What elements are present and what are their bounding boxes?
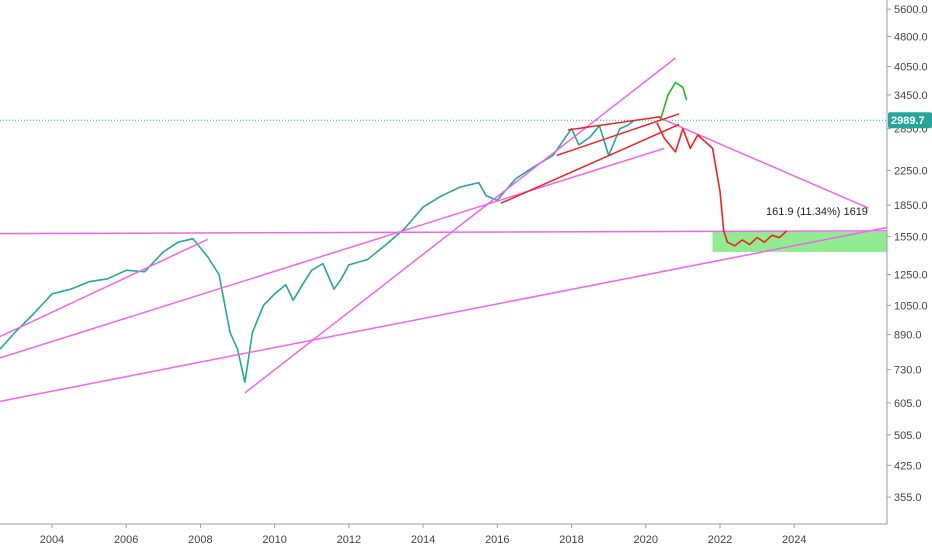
- y-tick-label: 5600.0: [894, 4, 928, 16]
- x-tick-label: 2010: [262, 534, 286, 546]
- y-tick-label: 4800.0: [894, 31, 928, 43]
- measure-annotation: 161.9 (11.34%) 1619: [766, 206, 868, 218]
- axes: [0, 0, 888, 525]
- annotation-layer: 161.9 (11.34%) 1619: [766, 206, 868, 218]
- trendline: [0, 226, 888, 403]
- trendline-layer: [0, 57, 888, 403]
- y-tick-label: 425.0: [894, 460, 922, 472]
- y-tick-label: 605.0: [894, 398, 922, 410]
- y-tick-label: 2250.0: [894, 166, 928, 178]
- support-zone: [712, 231, 887, 252]
- y-tick-label: 1850.0: [894, 200, 928, 212]
- y-tick-label: 730.0: [894, 365, 922, 377]
- y-axis-ticks: 5600.04800.04050.03450.02850.02250.01850…: [887, 4, 928, 504]
- y-tick-label: 355.0: [894, 492, 922, 504]
- trendline: [0, 147, 665, 359]
- price-series-layer: [0, 119, 636, 384]
- x-tick-label: 2004: [40, 534, 64, 546]
- y-tick-label: 4050.0: [894, 62, 928, 74]
- projection-path: [659, 81, 688, 120]
- projection-path: [656, 122, 788, 247]
- x-tick-label: 2012: [337, 534, 361, 546]
- x-tick-label: 2006: [114, 534, 138, 546]
- trendline: [0, 238, 209, 338]
- x-tick-label: 2024: [782, 534, 806, 546]
- x-tick-label: 2018: [559, 534, 583, 546]
- y-tick-label: 3450.0: [894, 90, 928, 102]
- y-tick-label: 1250.0: [894, 269, 928, 281]
- trendline: [567, 115, 661, 131]
- trendline: [0, 230, 888, 235]
- x-axis-ticks: 2004 2006 2008 2010 2012 2014 2016 2018 2020 2022…: [40, 524, 806, 546]
- current-price-badge: [888, 112, 932, 129]
- current-price-label: 2989.7: [888, 112, 932, 129]
- x-tick-label: 2020: [634, 534, 658, 546]
- y-tick-label: 1050.0: [894, 300, 928, 312]
- x-tick-label: 2022: [708, 534, 732, 546]
- y-tick-label: 505.0: [894, 430, 922, 442]
- trendline: [656, 116, 869, 209]
- y-tick-label: 890.0: [894, 330, 922, 342]
- support-zone-layer: [712, 231, 887, 252]
- trendline: [244, 57, 676, 394]
- price-line: [0, 119, 636, 384]
- x-tick-label: 2016: [485, 534, 509, 546]
- x-tick-label: 2014: [411, 534, 435, 546]
- x-tick-label: 2008: [188, 534, 212, 546]
- y-tick-label: 1550.0: [894, 231, 928, 243]
- trendline: [556, 113, 680, 157]
- trendline: [500, 123, 680, 204]
- projection-layer: [656, 81, 788, 247]
- current-price-value: 2989.7: [891, 115, 925, 127]
